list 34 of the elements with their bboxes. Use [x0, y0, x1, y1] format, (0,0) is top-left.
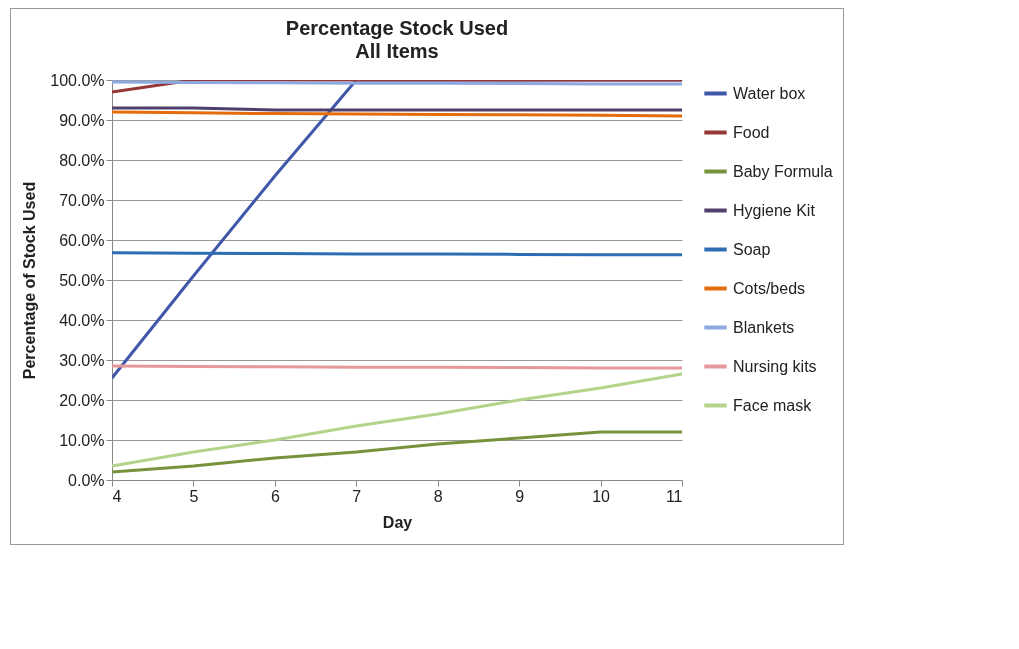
x-tick-label: 7 [352, 487, 362, 505]
line-series [112, 372, 682, 468]
y-axis-title: Percentage of Stock Used [21, 181, 39, 380]
legend-label: Water box [733, 84, 806, 102]
y-tick-label: 20.0% [59, 391, 105, 409]
x-tick-label: 8 [433, 487, 443, 505]
legend-label: Baby Formula [733, 162, 833, 180]
chart-subtitle: All Items [355, 40, 439, 62]
y-tick-label: 0.0% [68, 471, 105, 489]
legend-label: Soap [733, 240, 771, 258]
y-tick-label: 80.0% [59, 151, 105, 169]
x-tick-label: 5 [189, 487, 199, 505]
x-axis-title: Day [382, 513, 413, 531]
y-tick-label: 60.0% [59, 231, 105, 249]
legend-label: Nursing kits [733, 357, 817, 375]
x-tick-label: 6 [270, 487, 280, 505]
y-tick-label: 30.0% [59, 351, 105, 369]
legend-label: Cots/beds [733, 279, 806, 297]
x-tick-label: 10 [592, 487, 611, 505]
y-tick-label: 90.0% [59, 111, 105, 129]
chart-title: Percentage Stock Used [285, 17, 509, 39]
legend-label: Face mask [733, 396, 813, 414]
x-tick-label: 9 [515, 487, 525, 505]
x-tick-label: 4 [112, 487, 122, 505]
y-tick-label: 40.0% [59, 311, 105, 329]
x-tick-label: 11 [665, 487, 683, 505]
y-tick-label: 70.0% [59, 191, 105, 209]
legend-label: Food [733, 123, 770, 141]
y-tick-label: 50.0% [59, 271, 105, 289]
y-tick-label: 100.0% [50, 71, 105, 89]
legend-label: Blankets [733, 318, 795, 336]
legend-label: Hygiene Kit [733, 201, 816, 219]
line-series [112, 430, 682, 474]
y-tick-label: 10.0% [59, 431, 105, 449]
